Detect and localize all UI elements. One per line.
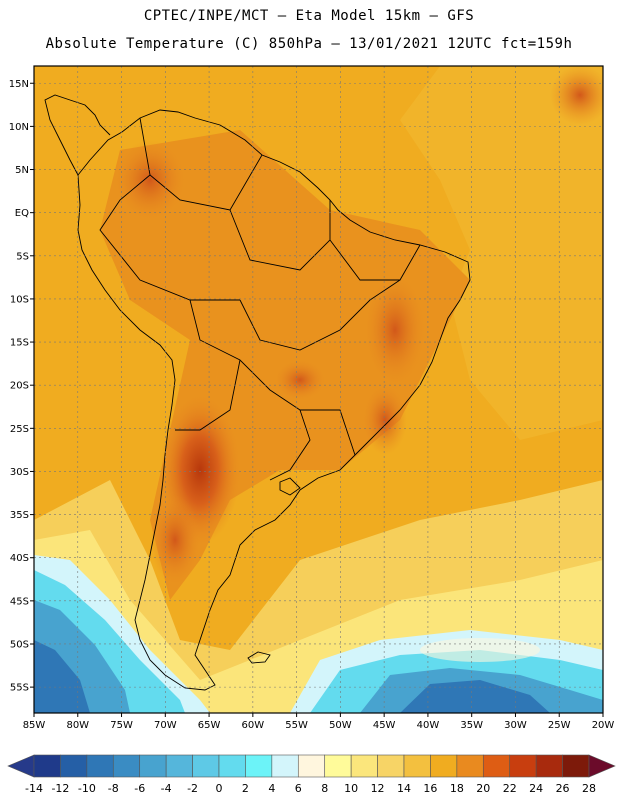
colorbar-swatch xyxy=(33,754,61,778)
colorbar-swatch xyxy=(456,754,484,778)
lat-tick-label: 10N xyxy=(9,122,29,133)
colorbar-label: -4 xyxy=(161,782,172,795)
colorbar-swatch xyxy=(271,754,299,778)
colorbar-swatch xyxy=(535,754,563,778)
colorbar-label: 4 xyxy=(268,782,275,795)
lon-tick-label: 60W xyxy=(242,720,265,731)
colorbar-swatch xyxy=(112,754,141,778)
colorbar-label: 12 xyxy=(371,782,385,795)
lon-tick-label: 85W xyxy=(23,720,46,731)
lat-tick-label: 20S xyxy=(10,381,29,392)
colorbar-label: -14 xyxy=(25,782,43,795)
colorbar-swatch xyxy=(403,754,431,778)
coastlines xyxy=(44,94,471,691)
colorbar-label: 8 xyxy=(321,782,328,795)
colorbar-swatch xyxy=(509,754,537,778)
colorbar-label: 14 xyxy=(397,782,411,795)
lon-tick-label: 35W xyxy=(460,720,483,731)
lon-tick-label: 30W xyxy=(504,720,527,731)
colorbar-swatch xyxy=(218,754,246,778)
colorbar-label: 10 xyxy=(344,782,358,795)
latitude-labels: 15N 10N 5N EQ 5S 10S 15S 20S 25S 30S 35S 40S 45S 50S 5… xyxy=(9,79,34,694)
map-subtitle: Absolute Temperature (C) 850hPa – 13/01/… xyxy=(45,36,573,52)
colorbar-label: -12 xyxy=(51,782,69,795)
lon-tick-label: 80W xyxy=(66,720,89,731)
lon-tick-label: 45W xyxy=(373,720,396,731)
lat-tick-label: 35S xyxy=(10,510,29,521)
colorbar-swatch xyxy=(562,754,590,778)
colorbar-swatch xyxy=(86,754,114,778)
lon-tick-label: 50W xyxy=(329,720,352,731)
colorbar-swatch xyxy=(430,754,458,778)
colorbar-swatch xyxy=(377,754,405,778)
lon-tick-label: 75W xyxy=(110,720,133,731)
lon-tick-label: 25W xyxy=(548,720,571,731)
lat-tick-label: 45S xyxy=(10,596,29,607)
colorbar-label: 16 xyxy=(423,782,437,795)
lon-tick-label: 65W xyxy=(198,720,221,731)
lat-tick-label: EQ xyxy=(15,208,29,219)
colorbar-label: 20 xyxy=(476,782,490,795)
colorbar-label: -8 xyxy=(108,782,119,795)
lon-tick-label: 55W xyxy=(285,720,308,731)
lat-tick-label: 40S xyxy=(10,553,29,564)
lat-tick-label: 5S xyxy=(16,251,29,262)
colorbar-label: -6 xyxy=(134,782,145,795)
colorbar-swatch xyxy=(139,754,167,778)
colorbar-swatch xyxy=(165,754,193,778)
colorbar-label: 18 xyxy=(450,782,464,795)
colorbar-swatch xyxy=(482,754,511,778)
lon-tick-label: 20W xyxy=(592,720,615,731)
lat-tick-label: 15N xyxy=(9,79,29,90)
colorbar: -14 -12 -10 -8 -6 -4 -2 0 2 4 6 8 10 12 14 16 18 20 22 24 26… xyxy=(7,754,616,795)
colorbar-label: -2 xyxy=(187,782,198,795)
lat-tick-label: 25S xyxy=(10,424,29,435)
colorbar-swatch xyxy=(324,754,352,778)
colorbar-swatch xyxy=(297,754,326,778)
colorbar-label: 2 xyxy=(242,782,249,795)
lat-tick-label: 30S xyxy=(10,467,29,478)
colorbar-label: 24 xyxy=(529,782,543,795)
colorbar-label: 0 xyxy=(216,782,223,795)
colorbar-swatch xyxy=(245,754,273,778)
temperature-field xyxy=(34,66,603,713)
lat-tick-label: 5N xyxy=(15,165,29,176)
lon-tick-label: 40W xyxy=(417,720,440,731)
lat-tick-label: 15S xyxy=(10,338,29,349)
colorbar-label: 26 xyxy=(556,782,570,795)
map-title: CPTEC/INPE/MCT – Eta Model 15km – GFS xyxy=(143,8,475,24)
lat-tick-label: 10S xyxy=(10,294,29,305)
map-frame xyxy=(33,65,604,714)
colorbar-swatch xyxy=(350,754,378,778)
longitude-labels: 85W 80W 75W 70W 65W 60W 55W 50W 45W 40W 35W 30W 25W 2… xyxy=(23,713,615,731)
colorbar-label: -10 xyxy=(78,782,96,795)
colorbar-label: 6 xyxy=(295,782,302,795)
colorbar-over-arrow xyxy=(588,754,616,778)
colorbar-swatch xyxy=(60,754,88,778)
colorbar-label: 28 xyxy=(582,782,596,795)
colorbar-label: 22 xyxy=(503,782,517,795)
colorbar-under-arrow xyxy=(7,754,35,778)
lon-tick-label: 70W xyxy=(154,720,177,731)
colorbar-swatch xyxy=(192,754,220,778)
lat-tick-label: 55S xyxy=(10,683,29,694)
lat-tick-label: 50S xyxy=(10,639,29,650)
